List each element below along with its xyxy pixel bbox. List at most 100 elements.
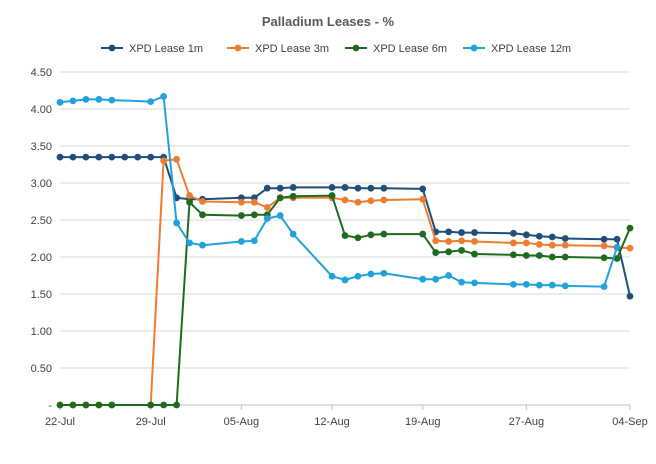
data-point xyxy=(510,239,517,247)
data-point xyxy=(69,153,77,161)
data-point xyxy=(600,242,608,250)
data-point xyxy=(237,212,245,219)
data-point xyxy=(510,280,517,288)
legend-label: XPD Lease 6m xyxy=(373,43,447,55)
data-point xyxy=(121,153,129,161)
data-point xyxy=(354,234,362,242)
data-point xyxy=(380,184,388,192)
data-point xyxy=(535,281,543,289)
data-point xyxy=(289,230,297,238)
legend-label: XPD Lease 1m xyxy=(129,43,203,55)
data-point xyxy=(419,185,427,193)
data-point xyxy=(237,198,245,206)
data-point xyxy=(173,219,180,227)
y-tick-label: 4.00 xyxy=(31,104,52,116)
y-tick-label: 3.00 xyxy=(31,178,52,190)
data-point xyxy=(626,224,634,232)
y-tick-label: 2.00 xyxy=(31,252,52,264)
data-point xyxy=(510,251,517,259)
data-point xyxy=(263,204,271,211)
data-point xyxy=(380,269,388,277)
data-point xyxy=(82,95,90,103)
data-point xyxy=(199,198,206,205)
data-point xyxy=(548,241,556,249)
series-layer xyxy=(56,93,634,409)
data-point xyxy=(56,401,64,409)
data-point xyxy=(341,276,349,284)
data-point xyxy=(535,241,543,248)
data-point xyxy=(250,198,258,206)
legend-label: XPD Lease 12m xyxy=(491,43,571,55)
series-line xyxy=(59,95,618,288)
data-point xyxy=(367,270,375,278)
x-tick-label: 04-Sep xyxy=(612,416,647,428)
data-point xyxy=(471,238,478,245)
data-point xyxy=(289,192,297,200)
data-point xyxy=(419,275,427,283)
x-tick-label: 05-Aug xyxy=(224,416,259,428)
y-tick-label: 1.50 xyxy=(31,289,52,301)
data-point xyxy=(328,192,336,199)
data-point xyxy=(613,235,621,243)
series-3 xyxy=(56,192,634,409)
data-point xyxy=(134,153,142,161)
data-point xyxy=(56,98,64,106)
x-tick-label: 27-Aug xyxy=(509,416,544,428)
legend-item: XPD Lease 1m xyxy=(101,43,203,55)
data-point xyxy=(186,192,193,199)
data-point xyxy=(600,254,608,262)
data-point xyxy=(561,241,569,249)
data-point xyxy=(276,194,284,202)
data-point xyxy=(445,228,453,236)
legend-swatch-marker xyxy=(470,44,478,52)
legend-item: XPD Lease 12m xyxy=(463,43,571,55)
data-point xyxy=(367,231,375,239)
data-point xyxy=(613,243,621,251)
data-point xyxy=(613,255,621,262)
data-point xyxy=(108,96,116,104)
y-tick-label: - xyxy=(48,400,52,412)
data-point xyxy=(341,184,349,191)
data-point xyxy=(108,401,116,409)
data-point xyxy=(548,281,556,289)
series-line xyxy=(60,194,631,406)
y-tick-label: 1.00 xyxy=(31,326,52,338)
data-point xyxy=(147,98,155,105)
data-point xyxy=(432,275,440,283)
data-point xyxy=(432,249,440,256)
data-point xyxy=(458,278,465,286)
data-point xyxy=(147,153,155,161)
data-point xyxy=(522,231,530,239)
y-tick-label: 2.50 xyxy=(31,215,52,227)
axes: - 0.50 1.00 1.50 2.00 2.50 3.00 3.50 4.00 4.50 22-… xyxy=(31,67,648,428)
legend-label: XPD Lease 3m xyxy=(255,43,329,55)
x-tick-label: 12-Aug xyxy=(314,416,349,428)
data-point xyxy=(445,272,453,279)
data-point xyxy=(186,239,193,247)
data-point xyxy=(561,282,569,290)
data-point xyxy=(471,279,478,287)
series-line xyxy=(60,156,631,297)
y-tick-label: 0.50 xyxy=(31,363,52,375)
data-point xyxy=(600,235,608,243)
data-point xyxy=(237,238,245,245)
data-point xyxy=(173,401,180,409)
data-point xyxy=(548,253,556,261)
data-point xyxy=(522,252,530,259)
data-point xyxy=(160,157,168,165)
data-point xyxy=(147,401,155,409)
data-point xyxy=(471,250,478,258)
data-point xyxy=(432,237,440,245)
data-point xyxy=(380,230,388,238)
data-point xyxy=(328,184,336,191)
chart-title: Palladium Leases - % xyxy=(262,14,395,29)
data-point xyxy=(69,401,77,409)
data-point xyxy=(458,237,465,245)
data-point xyxy=(445,238,453,245)
data-point xyxy=(186,198,193,206)
data-point xyxy=(263,215,271,222)
data-point xyxy=(69,97,77,105)
data-point xyxy=(82,401,90,409)
legend: XPD Lease 1m XPD Lease 3m XPD Lease 6m XPD … xyxy=(101,43,571,55)
